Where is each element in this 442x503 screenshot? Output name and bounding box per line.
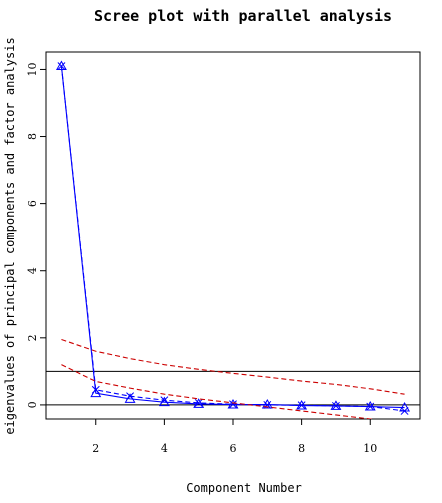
x-tick-label-2: 6 [230, 442, 237, 455]
series-2 [61, 338, 405, 395]
chart-title: Scree plot with parallel analysis [94, 7, 392, 25]
series-0-point-3 [158, 396, 170, 407]
series-1-point-0 [57, 62, 66, 71]
y-axis: 0 2 4 6 8 10 [26, 62, 46, 408]
series-layer [55, 60, 411, 419]
series-0-point-4 [193, 398, 205, 408]
y-tick-label-5: 10 [26, 62, 39, 76]
series-1-point-4 [194, 398, 203, 407]
x-tick-label-4: 10 [363, 442, 377, 455]
y-axis-label: eigenvalues of principal components and … [3, 37, 17, 434]
plot-area [45, 51, 421, 420]
series-2-line [61, 338, 405, 395]
series-1-point-2 [126, 392, 135, 401]
series-1-line [60, 66, 405, 412]
x-axis: 2 4 6 8 10 [92, 419, 377, 455]
series-1-point-5 [229, 400, 237, 409]
x-tick-label-0: 2 [92, 442, 99, 455]
series-1-point-7 [297, 401, 306, 410]
series-3 [61, 364, 375, 419]
y-tick-label-4: 8 [26, 133, 39, 140]
y-tick-label-0: 0 [26, 401, 39, 408]
series-1-point-10 [400, 406, 409, 415]
y-tick-label-2: 4 [26, 267, 39, 274]
series-0-point-6 [261, 398, 273, 409]
series-1-point-8 [331, 401, 340, 410]
series-1 [57, 62, 409, 415]
plot-frame [45, 51, 421, 420]
x-tick-label-3: 8 [298, 442, 305, 455]
series-3-line [61, 364, 375, 419]
series-1-point-9 [366, 402, 375, 411]
series-1-point-6 [263, 400, 272, 409]
x-axis-label: Component Number [186, 481, 302, 495]
series-1-point-1 [91, 385, 100, 394]
series-0-point-9 [364, 400, 376, 411]
series-0 [55, 60, 411, 412]
x-tick-label-1: 4 [161, 442, 168, 455]
series-1-point-3 [160, 396, 169, 405]
y-tick-label-1: 2 [26, 334, 39, 341]
y-tick-label-3: 6 [26, 200, 39, 207]
series-0-line [60, 66, 405, 409]
